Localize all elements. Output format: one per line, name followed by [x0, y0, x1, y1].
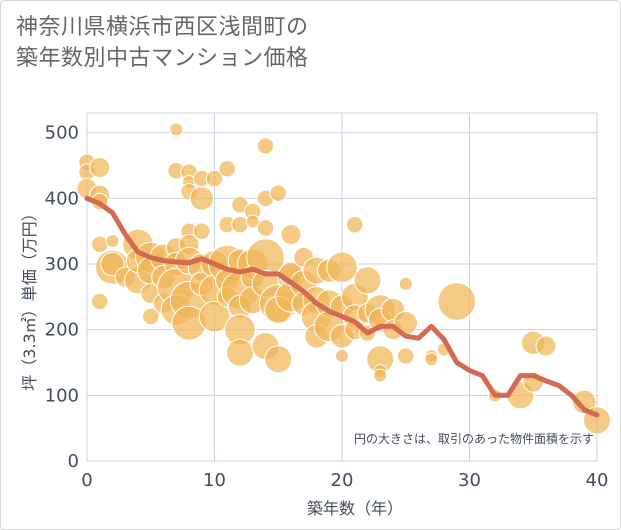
data-bubble [226, 338, 254, 367]
y-tick-labels: 0 100 200 300 400 500 [45, 123, 79, 472]
y-tick-label: 0 [68, 451, 79, 472]
x-axis-label: 築年数（年） [307, 499, 403, 518]
data-bubble [205, 169, 224, 188]
y-tick-label: 200 [45, 320, 79, 341]
y-tick-label: 400 [45, 188, 79, 209]
data-bubble [397, 347, 415, 365]
title-line-2: 築年数別中古マンション価格 [16, 46, 309, 71]
data-bubble [280, 223, 302, 245]
data-bubble [269, 184, 287, 202]
data-bubble [142, 307, 160, 326]
y-tick-label: 100 [45, 385, 79, 406]
data-bubble [89, 156, 111, 178]
data-bubble [346, 215, 364, 234]
title-line-1: 神奈川県横浜市西区浅間町の [16, 15, 309, 40]
data-bubble [198, 300, 231, 333]
data-bubble [535, 335, 557, 357]
x-tick-label: 10 [203, 470, 226, 491]
data-bubble [105, 234, 120, 249]
y-axis-label: 坪（3.3㎡）単価（万円） [20, 205, 39, 390]
data-bubble [189, 186, 214, 211]
data-bubble [218, 160, 236, 178]
data-bubble [424, 352, 439, 367]
x-tick-labels: 0 10 20 30 40 [81, 470, 608, 491]
y-tick-label: 300 [45, 254, 79, 275]
data-bubble [353, 266, 382, 295]
data-bubble [335, 348, 349, 363]
chart-title: 神奈川県横浜市西区浅間町の 築年数別中古マンション価格 [16, 12, 309, 74]
data-bubble [91, 235, 109, 254]
data-bubble [264, 345, 293, 374]
bubble-layer [76, 122, 611, 435]
data-bubble [256, 219, 275, 237]
data-bubble [91, 292, 109, 311]
x-tick-label: 20 [331, 470, 354, 491]
data-bubble [245, 214, 260, 229]
data-bubble [373, 368, 388, 383]
data-bubble [437, 282, 476, 321]
data-bubble [326, 251, 358, 284]
data-bubble [398, 276, 413, 291]
data-bubble [231, 215, 249, 234]
y-tick-label: 500 [45, 123, 79, 144]
size-note: 円の大きさは、取引のあった物件面積を示す [354, 431, 594, 446]
data-bubble [572, 389, 597, 415]
x-tick-label: 40 [586, 470, 609, 491]
plot-border [86, 112, 598, 462]
data-bubble [256, 137, 275, 155]
x-tick-label: 0 [81, 470, 92, 491]
x-tick-label: 30 [458, 470, 481, 491]
data-bubble [169, 122, 184, 137]
average-price-line [84, 195, 600, 418]
data-bubble [193, 222, 211, 240]
